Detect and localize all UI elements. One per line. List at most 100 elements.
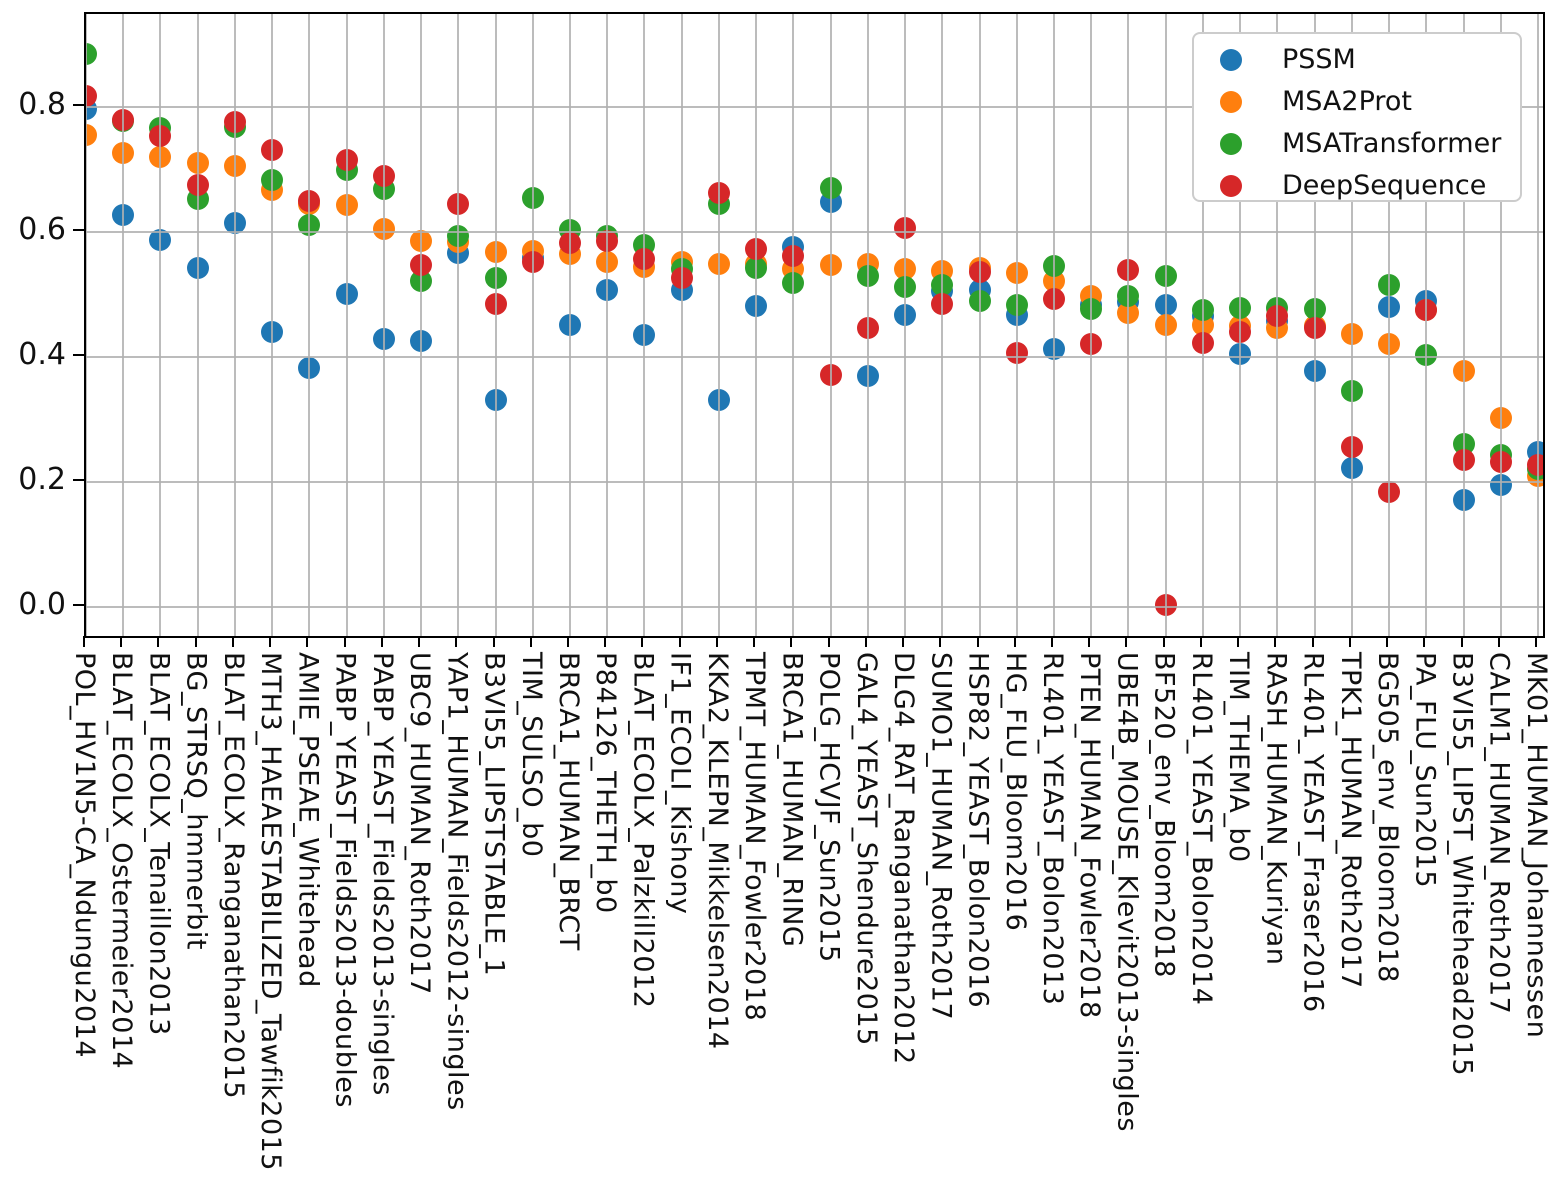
x-tick-label: P84126_THETH_b0 xyxy=(590,652,622,914)
x-tick-label: KKA2_KLEPN_Mikkelsen2014 xyxy=(701,652,733,1050)
x-tick-label: BG_STRSQ_hmmerbit xyxy=(180,652,212,950)
gridline-vertical xyxy=(755,14,758,636)
x-tick-label: MTH3_HAEAESTABILIZED_Tawfik2015 xyxy=(255,652,287,1171)
gridline-vertical xyxy=(606,14,609,636)
x-tick-mark xyxy=(1311,636,1314,647)
x-tick-mark xyxy=(269,636,272,647)
gridline-vertical xyxy=(829,14,832,636)
y-tick-label: 0.4 xyxy=(18,337,66,372)
x-tick-label: PTEN_HUMAN_Fowler2018 xyxy=(1074,652,1106,1019)
gridline-vertical xyxy=(345,14,348,636)
x-tick-label: IF1_ECOLI_Kishony xyxy=(664,652,696,915)
x-tick-label: UBE4B_MOUSE_Klevit2013-singles xyxy=(1111,652,1143,1132)
x-tick-mark xyxy=(976,636,979,647)
gridline-vertical xyxy=(904,14,907,636)
gridline-vertical xyxy=(159,14,162,636)
x-tick-mark xyxy=(455,636,458,647)
gridline-vertical xyxy=(531,14,534,636)
x-tick-mark xyxy=(343,636,346,647)
x-tick-label: AMIE_PSEAE_Whitehead xyxy=(292,652,324,988)
x-tick-label: YAP1_HUMAN_Fields2012-singles xyxy=(441,652,473,1111)
x-tick-mark xyxy=(1386,636,1389,647)
gridline-vertical xyxy=(86,14,87,636)
x-tick-mark xyxy=(678,636,681,647)
scatter-point xyxy=(86,97,97,120)
x-tick-label: B3VI55_LIPSTSTABLE_1 xyxy=(478,652,510,977)
gridline-vertical xyxy=(568,14,571,636)
x-tick-label: TIM_THEMA_b0 xyxy=(1223,652,1255,863)
legend-label: MSA2Prot xyxy=(1282,86,1413,117)
scatter-point xyxy=(86,42,97,65)
x-tick-label: TPMT_HUMAN_Fowler2018 xyxy=(739,652,771,1022)
y-tick-mark xyxy=(73,354,84,356)
gridline-horizontal xyxy=(86,231,1543,233)
x-tick-label: TIM_SULSO_b0 xyxy=(515,652,547,858)
x-tick-mark xyxy=(194,636,197,647)
x-tick-label: RL401_YEAST_Bolon2014 xyxy=(1185,652,1217,1006)
x-tick-mark xyxy=(1274,636,1277,647)
x-tick-mark xyxy=(492,636,495,647)
x-tick-label: B3VI55_LIPST_Whitehead2015 xyxy=(1446,652,1478,1077)
gridline-vertical xyxy=(494,14,497,636)
gridline-vertical xyxy=(1388,14,1391,636)
x-tick-mark xyxy=(120,636,123,647)
gridline-horizontal xyxy=(86,606,1543,608)
deepsequence-swatch-icon xyxy=(1220,175,1242,197)
gridline-vertical xyxy=(196,14,199,636)
gridline-vertical xyxy=(643,14,646,636)
x-tick-mark xyxy=(1125,636,1128,647)
x-tick-mark xyxy=(157,636,160,647)
x-tick-mark xyxy=(1423,636,1426,647)
gridline-vertical xyxy=(233,14,236,636)
x-tick-mark xyxy=(1162,636,1165,647)
x-tick-label: BLAT_ECOLX_Palzkill2012 xyxy=(627,652,659,1009)
x-tick-label: PABP_YEAST_Fields2013-singles xyxy=(366,652,398,1096)
legend-entry-msa2prot: MSA2Prot xyxy=(1194,81,1520,123)
x-tick-mark xyxy=(1199,636,1202,647)
x-tick-label: GAL4_YEAST_Shendure2015 xyxy=(850,652,882,1046)
x-tick-label: BLAT_ECOLX_Ranganathan2015 xyxy=(217,652,249,1099)
x-tick-label: PA_FLU_Sun2015 xyxy=(1409,652,1441,889)
gridline-vertical xyxy=(1090,14,1093,636)
gridline-vertical xyxy=(1239,14,1242,636)
x-tick-mark xyxy=(790,636,793,647)
x-tick-label: DLG4_RAT_Ranganathan2012 xyxy=(888,652,920,1065)
legend-label: MSATransformer xyxy=(1282,128,1502,159)
gridline-vertical xyxy=(1425,14,1428,636)
gridline-vertical xyxy=(866,14,869,636)
msatransformer-swatch-icon xyxy=(1220,133,1242,155)
gridline-vertical xyxy=(122,14,125,636)
x-tick-mark xyxy=(864,636,867,647)
x-tick-mark xyxy=(1348,636,1351,647)
x-tick-label: TPK1_HUMAN_Roth2017 xyxy=(1334,652,1366,989)
x-tick-label: RASH_HUMAN_Kuriyan xyxy=(1260,652,1292,966)
y-tick-label: 0.0 xyxy=(18,587,66,622)
x-tick-label: HSP82_YEAST_Bolon2016 xyxy=(962,652,994,1009)
gridline-horizontal xyxy=(86,106,1543,108)
x-tick-mark xyxy=(902,636,905,647)
x-tick-mark xyxy=(529,636,532,647)
x-tick-label: BRCA1_HUMAN_BRCT xyxy=(552,652,584,951)
x-tick-label: CALM1_HUMAN_Roth2017 xyxy=(1483,652,1515,1015)
gridline-vertical xyxy=(1313,14,1316,636)
gridline-vertical xyxy=(1350,14,1353,636)
x-tick-mark xyxy=(1237,636,1240,647)
x-tick-label: SUMO1_HUMAN_Roth2017 xyxy=(925,652,957,1021)
y-tick-mark xyxy=(73,104,84,106)
x-tick-label: UBC9_HUMAN_Roth2017 xyxy=(404,652,436,995)
pssm-swatch-icon xyxy=(1220,49,1242,71)
scatter-point xyxy=(1526,454,1543,477)
x-tick-label: POL_HV1N5-CA_Ndungu2014 xyxy=(69,652,100,1058)
x-tick-label: HG_FLU_Bloom2016 xyxy=(999,652,1031,932)
x-tick-mark xyxy=(641,636,644,647)
gridline-vertical xyxy=(420,14,423,636)
legend-entry-deepsequence: DeepSequence xyxy=(1194,165,1520,207)
x-tick-mark xyxy=(418,636,421,647)
gridline-vertical xyxy=(457,14,460,636)
x-tick-mark xyxy=(306,636,309,647)
gridline-vertical xyxy=(792,14,795,636)
x-tick-label: RL401_YEAST_Bolon2013 xyxy=(1036,652,1068,1006)
legend-entry-pssm: PSSM xyxy=(1194,39,1520,81)
x-tick-mark xyxy=(1013,636,1016,647)
